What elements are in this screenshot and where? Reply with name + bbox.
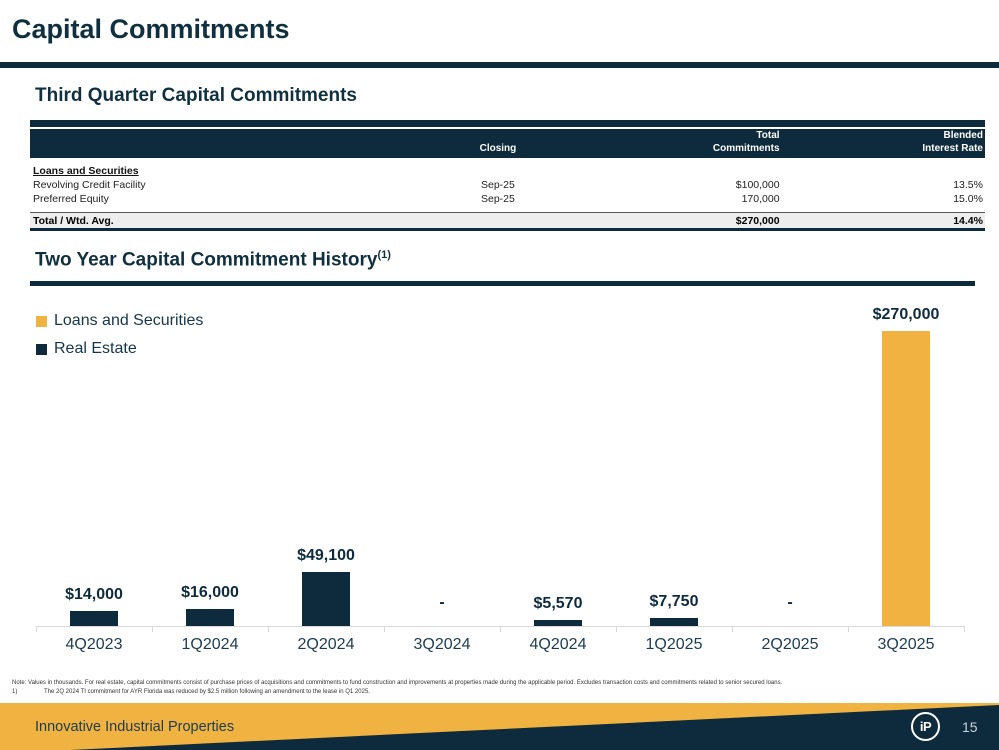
table-body: Revolving Credit Facility Sep-25 $100,000 1… (30, 178, 985, 206)
legend-swatch-real-estate-icon (36, 343, 47, 355)
legend-item-real-estate: Real Estate (36, 340, 203, 358)
footnote-note: Note: Values in thousands. For real esta… (12, 680, 783, 686)
table-cell: $100,000 (735, 179, 780, 191)
chart-column-2Q2025: - (732, 290, 848, 626)
chart-plot-area: $14,000 $16,000 $49,100 - $5,570 $7,750 - $270,… (36, 290, 964, 626)
chart-column-4Q2023: $14,000 (36, 290, 152, 626)
table-top-band (30, 120, 985, 127)
chart-section-divider (30, 281, 975, 286)
table-header-closing: Closing (479, 142, 517, 154)
footer-wedge (70, 705, 999, 750)
axis-tick (36, 626, 37, 632)
table-cell: 13.5% (953, 179, 983, 191)
table-cell: 170,000 (741, 193, 780, 205)
footnote-marker: (1) (377, 249, 391, 261)
table-row: Preferred Equity Sep-25 170,000 15.0% (30, 192, 985, 206)
footer-bar: Innovative Industrial Properties iP 15 (0, 703, 999, 750)
table-header-row: Closing Total Commitments Blended Intere… (30, 129, 985, 158)
chart-column-1Q2025: $7,750 (616, 290, 732, 626)
table-section-heading: Third Quarter Capital Commitments (35, 85, 357, 106)
bar-value-label: $16,000 (181, 584, 239, 601)
table-cell: 15.0% (953, 193, 983, 205)
table-header-blended-rate: Blended Interest Rate (922, 130, 983, 154)
legend-swatch-loans-icon (36, 315, 47, 327)
x-axis-label-2Q2025: 2Q2025 (761, 636, 819, 653)
capital-commitment-chart: Loans and Securities Real Estate $14,000… (0, 290, 999, 662)
bar-2Q2024 (302, 572, 350, 626)
x-axis-label-1Q2024: 1Q2024 (181, 636, 239, 653)
bar-1Q2024 (186, 609, 234, 626)
bar-1Q2025 (650, 618, 698, 626)
table-cell: Preferred Equity (33, 193, 109, 205)
table-total-row: Total / Wtd. Avg. $270,000 14.4% (30, 212, 985, 231)
bar-value-label: $5,570 (533, 595, 583, 612)
axis-tick (152, 626, 153, 632)
bar-value-label: $14,000 (65, 586, 123, 603)
chart-column-4Q2024: $5,570 (500, 290, 616, 626)
bar-value-label: - (439, 594, 445, 611)
chart-legend: Loans and Securities Real Estate (36, 312, 203, 368)
axis-tick (384, 626, 385, 632)
chart-column-3Q2025: $270,000 (848, 290, 964, 626)
axis-tick (732, 626, 733, 632)
x-axis-label-2Q2024: 2Q2024 (297, 636, 355, 653)
x-axis-label-4Q2024: 4Q2024 (529, 636, 587, 653)
legend-item-loans: Loans and Securities (36, 312, 203, 330)
page-number: 15 (962, 718, 978, 735)
bar-value-label: $49,100 (297, 547, 355, 564)
table-cell: Sep-25 (481, 179, 515, 191)
table-cell: Sep-25 (481, 193, 515, 205)
x-axis-label-3Q2025: 3Q2025 (877, 636, 935, 653)
page-title: Capital Commitments (12, 14, 290, 44)
axis-tick (964, 626, 965, 632)
table-group-label: Loans and Securities (33, 165, 139, 177)
chart-column-2Q2024: $49,100 (268, 290, 384, 626)
axis-tick (268, 626, 269, 632)
table-header-spacer (30, 155, 417, 158)
commitments-table: Closing Total Commitments Blended Intere… (30, 120, 985, 231)
table-row: Revolving Credit Facility Sep-25 $100,000 1… (30, 178, 985, 192)
bar-4Q2024 (534, 620, 582, 626)
footer-company-name: Innovative Industrial Properties (35, 718, 235, 735)
chart-section-heading: Two Year Capital Commitment History(1) (35, 249, 391, 271)
footnotes: Note: Values in thousands. For real esta… (12, 679, 994, 696)
bar-4Q2023 (70, 611, 118, 626)
axis-tick (848, 626, 849, 632)
title-divider (0, 62, 999, 68)
x-axis-label-1Q2025: 1Q2025 (645, 636, 703, 653)
chart-column-1Q2024: $16,000 (152, 290, 268, 626)
bar-value-label: $7,750 (649, 593, 699, 610)
table-header-total-commitments: Total Commitments (712, 130, 780, 154)
x-axis-label-3Q2024: 3Q2024 (413, 636, 471, 653)
x-axis-label-4Q2023: 4Q2023 (65, 636, 123, 653)
axis-tick (500, 626, 501, 632)
table-cell: Revolving Credit Facility (33, 179, 146, 191)
bar-3Q2025 (882, 331, 930, 626)
footnote-1: 1) The 2Q 2024 TI commitment for AYR Flor… (12, 688, 370, 695)
bar-value-label: $270,000 (872, 306, 940, 323)
axis-tick (616, 626, 617, 632)
bar-value-label: - (787, 594, 793, 611)
x-axis-labels: 4Q2023 1Q2024 2Q2024 3Q2024 4Q2024 1Q2025 2Q20… (36, 636, 964, 654)
iip-logo-icon: iP (911, 712, 940, 741)
chart-column-3Q2024: - (384, 290, 500, 626)
